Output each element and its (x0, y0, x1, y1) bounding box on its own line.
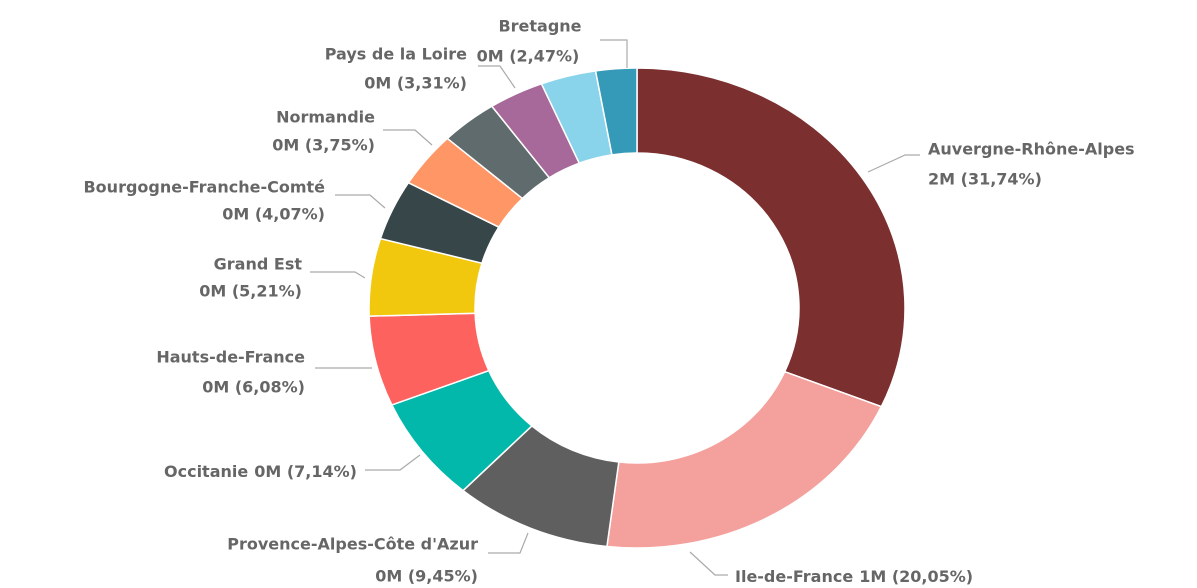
value-label: 0M (4,07%) (222, 205, 325, 224)
category-label: Pays de la Loire (325, 45, 467, 64)
category-label: Normandie (276, 108, 375, 127)
category-label: Auvergne-Rhône-Alpes (928, 140, 1135, 159)
slice-label: Ile-de-France 1M (20,05%) (735, 567, 973, 586)
slice-label: Occitanie 0M (7,14%) (164, 462, 357, 481)
category-label: Bretagne (498, 17, 581, 36)
category-label: Bourgogne-Franche-Comté (83, 178, 325, 197)
category-label: Grand Est (214, 255, 303, 274)
value-label: 0M (3,75%) (272, 136, 375, 155)
slice (636, 67, 906, 408)
slice (606, 370, 883, 549)
slice (594, 67, 638, 156)
category-label: Ile-de-France (735, 567, 853, 586)
value-label: 1M (20,05%) (859, 567, 973, 586)
leader-line (365, 454, 421, 471)
leader-line (478, 65, 516, 89)
leader-line (488, 532, 529, 554)
value-label: 0M (2,47%) (477, 47, 580, 66)
value-label: 2M (31,74%) (928, 170, 1042, 189)
value-label: 0M (7,14%) (254, 462, 357, 481)
value-label: 0M (5,21%) (199, 282, 302, 301)
value-label: 0M (9,45%) (375, 567, 478, 586)
category-label: Occitanie (164, 462, 248, 481)
leader-line (689, 551, 728, 576)
value-label: 0M (3,31%) (364, 74, 467, 93)
value-label: 0M (6,08%) (202, 378, 305, 397)
category-label: Provence-Alpes-Côte d'Azur (227, 535, 478, 554)
leader-line (600, 39, 628, 68)
leader-line (335, 194, 386, 209)
leader-line (310, 271, 366, 279)
leader-line (867, 154, 920, 173)
leader-line (383, 129, 433, 146)
category-label: Hauts-de-France (156, 348, 305, 367)
